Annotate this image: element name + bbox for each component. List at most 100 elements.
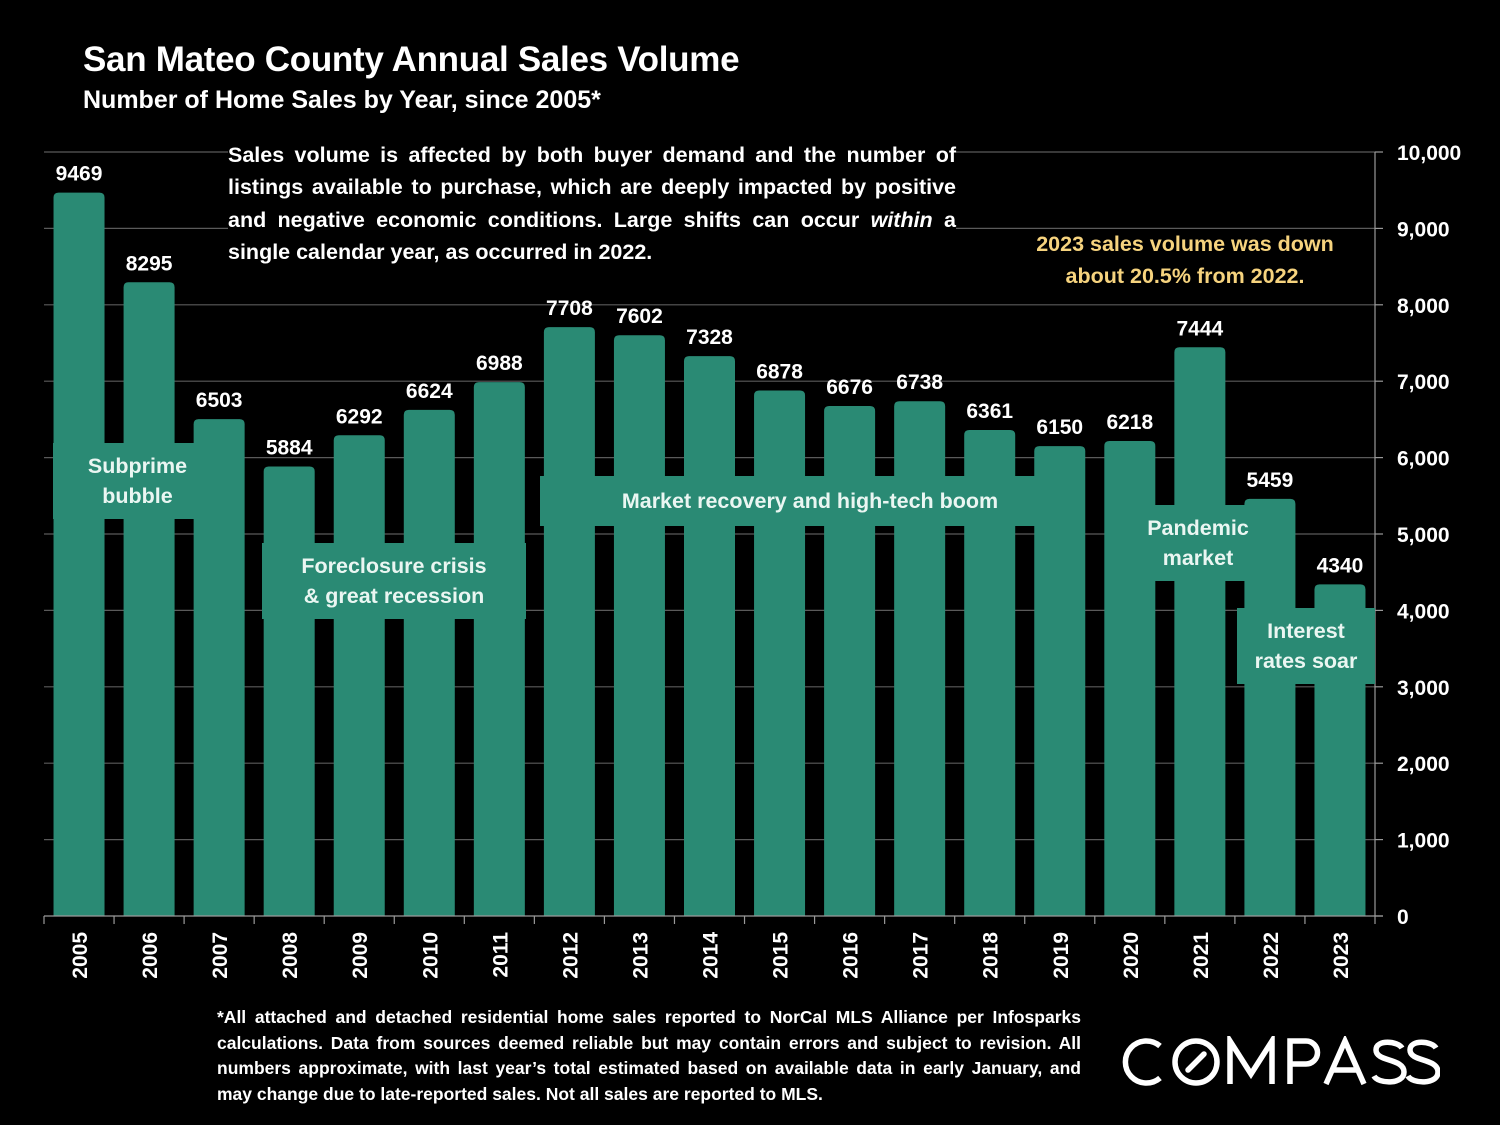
x-tick-label: 2022: [1260, 932, 1283, 979]
x-tick-label: 2009: [349, 932, 372, 979]
annotation-line: market: [1162, 546, 1234, 570]
bar-2011: [473, 382, 525, 916]
y-tick-label: 6,000: [1397, 448, 1450, 471]
bar-2016: [824, 405, 876, 916]
annotation-pandemic: Pandemic market: [1140, 505, 1256, 581]
y-tick-label: 10,000: [1397, 142, 1461, 165]
bar-2015: [754, 390, 806, 916]
footnote: *All attached and detached residential h…: [217, 1007, 1081, 1104]
data-label-2008: 5884: [266, 436, 313, 459]
annotation-recovery: Market recovery and high-tech boom: [540, 476, 1080, 526]
compass-logo: [1122, 1036, 1440, 1086]
y-tick-label: 2,000: [1397, 753, 1450, 776]
intro-text: Sales volume is affected by both buyer d…: [228, 139, 956, 271]
bar-2013: [613, 335, 665, 916]
logo-letter-p: [1287, 1038, 1321, 1084]
y-tick-label: 8,000: [1397, 295, 1450, 318]
logo-letter-o: [1172, 1038, 1220, 1086]
data-label-2005: 9469: [56, 163, 103, 186]
data-label-2014: 7328: [686, 326, 733, 349]
y-tick-label: 1,000: [1397, 830, 1450, 853]
intro-text-part2: a single calendar year, as occurred in 2…: [228, 207, 956, 264]
callout-line2: about 20.5% from 2022.: [1065, 264, 1305, 288]
data-label-2011: 6988: [476, 352, 523, 375]
bar-2010: [403, 409, 455, 916]
x-tick-label: 2007: [209, 932, 232, 979]
bar-2019: [1034, 446, 1086, 916]
data-label-2022: 5459: [1247, 469, 1294, 492]
logo-letter-s: [1405, 1039, 1440, 1085]
callout-text: 2023 sales volume was down about 20.5% f…: [1005, 228, 1365, 292]
y-tick-label: 9,000: [1397, 218, 1450, 241]
x-tick-label: 2019: [1050, 932, 1073, 979]
bar-2014: [684, 356, 735, 916]
y-tick-label: 7,000: [1397, 371, 1450, 394]
logo-letter-c: [1122, 1038, 1162, 1086]
x-tick-label: 2016: [840, 932, 863, 979]
bar-2012: [543, 327, 595, 917]
bar-2009: [333, 435, 385, 916]
data-label-2012: 7708: [546, 297, 593, 320]
data-label-2017: 6738: [896, 371, 943, 394]
chart-subtitle: Number of Home Sales by Year, since 2005…: [83, 86, 601, 114]
x-tick-label: 2005: [69, 932, 92, 979]
data-label-2013: 7602: [616, 305, 663, 328]
y-tick-label: 4,000: [1397, 600, 1450, 623]
x-tick-label: 2018: [980, 932, 1003, 979]
data-label-2016: 6676: [826, 376, 873, 399]
annotation-line: Subprime: [87, 454, 188, 478]
x-tick-label: 2008: [279, 932, 302, 979]
data-labels: 9469 8295 6503 5884 6292 6624 6988 7708 7602 7328…: [56, 163, 1364, 578]
data-label-2015: 6878: [756, 361, 803, 384]
annotation-line: Foreclosure crisis: [301, 554, 487, 578]
logo-letter-s: [1371, 1039, 1407, 1085]
x-tick-label: 2012: [559, 932, 582, 979]
chart-title: San Mateo County Annual Sales Volume: [83, 40, 740, 79]
y-tick-label: 5,000: [1397, 524, 1450, 547]
logo-letter-a: [1323, 1036, 1367, 1086]
bar-2005: [53, 192, 105, 916]
logo-needle: [1185, 1051, 1207, 1073]
y-axis: 0 1,000 2,000 3,000 4,000 5,000 6,000 7,000 8,00…: [1374, 142, 1461, 929]
x-tick-label: 2015: [770, 932, 793, 979]
x-tick-label: 2017: [910, 932, 933, 979]
bar-2008: [263, 466, 315, 916]
annotation-line: bubble: [102, 484, 173, 508]
data-label-2023: 4340: [1317, 554, 1364, 577]
annotation-subprime: Subprime bubble: [53, 443, 222, 519]
callout-line1: 2023 sales volume was down: [1036, 232, 1334, 256]
data-label-2007: 6503: [196, 389, 243, 412]
x-tick-label: 2020: [1120, 932, 1143, 979]
bar-2022: [1244, 498, 1296, 916]
annotation-line: rates soar: [1254, 649, 1358, 673]
x-tick-label: 2006: [139, 932, 162, 979]
annotation-interest: Interest rates soar: [1237, 608, 1375, 684]
bar-2021: [1174, 347, 1226, 916]
x-tick-label: 2013: [629, 932, 652, 979]
data-label-2010: 6624: [406, 380, 453, 403]
data-label-2020: 6218: [1106, 411, 1153, 434]
x-tick-label: 2014: [700, 932, 723, 979]
data-label-2009: 6292: [336, 405, 383, 428]
data-label-2021: 7444: [1177, 317, 1224, 340]
y-tick-label: 0: [1397, 906, 1409, 929]
intro-text-part1: Sales volume is affected by both buyer d…: [228, 143, 956, 232]
logo-letter-m: [1227, 1036, 1275, 1084]
x-tick-label: 2023: [1330, 932, 1353, 979]
annotation-line: Pandemic: [1147, 516, 1249, 540]
bar-2018: [964, 430, 1016, 916]
data-label-2019: 6150: [1036, 416, 1083, 439]
bar-2017: [894, 401, 946, 916]
x-tick-label: 2010: [419, 932, 442, 979]
annotation-foreclosure: Foreclosure crisis & great recession: [262, 543, 526, 619]
y-tick-label: 3,000: [1397, 677, 1450, 700]
bar-2007: [193, 419, 245, 916]
bar-2006: [123, 282, 175, 917]
x-tick-label: 2021: [1190, 932, 1213, 979]
annotation-line: Market recovery and high-tech boom: [621, 489, 999, 513]
annotation-line: Interest: [1267, 619, 1345, 643]
x-tick-label: 2011: [489, 932, 512, 978]
annotation-line: & great recession: [303, 584, 485, 608]
data-label-2006: 8295: [126, 252, 173, 275]
intro-text-emphasis: within: [870, 207, 933, 232]
